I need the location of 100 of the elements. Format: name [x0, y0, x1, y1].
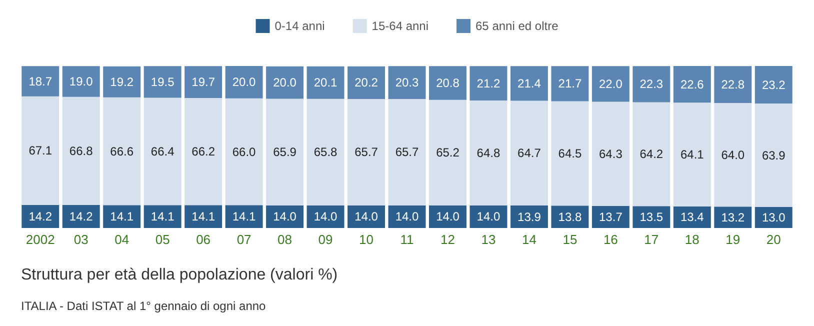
x-tick-label: 17 — [644, 232, 659, 247]
bar — [714, 103, 752, 207]
bar — [632, 66, 670, 102]
data-label: 22.0 — [599, 76, 623, 91]
data-label: 14.1 — [232, 210, 256, 224]
legend-label: 0-14 anni — [274, 19, 325, 33]
bar — [429, 205, 466, 228]
data-label: 13.7 — [599, 210, 623, 224]
data-label: 64.1 — [680, 147, 704, 162]
bar — [348, 99, 385, 206]
bar — [714, 66, 752, 104]
data-label: 64.8 — [476, 146, 500, 160]
data-label: 14.0 — [436, 210, 460, 224]
data-label: 20.0 — [232, 75, 256, 90]
data-label: 14.2 — [28, 210, 52, 224]
x-tick-label: 2002 — [26, 232, 55, 247]
data-label: 19.5 — [150, 74, 175, 89]
bar — [348, 205, 385, 228]
data-label: 13.9 — [518, 210, 542, 224]
data-label: 65.7 — [354, 145, 378, 160]
data-label: 63.9 — [762, 148, 786, 162]
data-label: 18.7 — [28, 74, 52, 88]
bar — [306, 98, 344, 206]
x-tick-label: 13 — [481, 232, 496, 247]
x-tick-label: 03 — [74, 232, 88, 247]
x-tick-label: 12 — [440, 232, 455, 247]
bar — [429, 100, 466, 206]
data-label: 66.2 — [192, 144, 216, 159]
bar — [388, 99, 426, 206]
bar — [144, 66, 182, 98]
bar — [673, 66, 711, 103]
bar — [22, 205, 60, 228]
bar — [184, 66, 222, 98]
bar — [754, 66, 792, 104]
data-label: 13.5 — [640, 210, 664, 224]
x-tick-label: 15 — [562, 232, 578, 247]
data-label: 13.0 — [762, 210, 786, 224]
data-label: 20.8 — [436, 76, 460, 90]
data-label: 65.2 — [436, 146, 460, 160]
x-tick-label: 05 — [155, 232, 170, 247]
legend-label: 15-64 anni — [372, 19, 429, 33]
bar — [551, 206, 589, 228]
x-tick-label: 07 — [236, 232, 252, 247]
data-label: 22.8 — [721, 78, 745, 92]
x-tick-label: 10 — [359, 232, 374, 247]
data-label: 65.7 — [395, 145, 419, 160]
data-label: 66.6 — [110, 144, 134, 158]
bar — [306, 205, 344, 228]
bar — [62, 66, 100, 97]
bar — [510, 206, 548, 228]
x-tick-label: 14 — [522, 232, 536, 247]
data-label: 64.0 — [721, 148, 745, 162]
bar — [225, 98, 263, 206]
data-label: 20.1 — [314, 76, 338, 90]
data-label: 64.3 — [599, 146, 623, 161]
x-tick-label: 04 — [114, 232, 130, 247]
data-label: 13.8 — [558, 210, 582, 224]
bar — [470, 205, 508, 228]
x-tick-label: 11 — [400, 232, 414, 247]
bar — [266, 205, 304, 228]
bar — [592, 206, 630, 228]
bar — [429, 66, 466, 100]
data-label: 21.2 — [476, 76, 500, 90]
bar — [184, 98, 222, 206]
data-label: 22.3 — [640, 77, 664, 92]
data-label: 19.2 — [110, 74, 134, 89]
data-label: 66.4 — [150, 144, 175, 158]
bar — [22, 66, 60, 96]
data-label: 66.0 — [232, 144, 256, 159]
bar — [266, 98, 304, 206]
bar — [306, 66, 344, 99]
bar — [470, 66, 508, 100]
data-label: 13.4 — [680, 210, 704, 224]
bar — [388, 66, 426, 100]
data-label: 14.1 — [150, 210, 175, 224]
data-label: 14.1 — [192, 210, 216, 224]
bar — [632, 102, 670, 206]
bar — [551, 66, 589, 102]
data-label: 14.0 — [314, 210, 338, 224]
bar — [592, 102, 630, 206]
x-tick-label: 08 — [278, 232, 292, 247]
data-label: 23.2 — [762, 78, 786, 92]
bar — [714, 206, 752, 228]
bar — [510, 100, 548, 206]
data-label: 13.2 — [721, 210, 745, 224]
data-label: 22.6 — [680, 77, 704, 92]
data-label: 64.7 — [518, 146, 542, 160]
bar — [144, 205, 182, 228]
data-label: 64.2 — [640, 147, 664, 162]
bar — [62, 96, 100, 206]
x-tick-label: 18 — [684, 232, 700, 247]
x-tick-label: 16 — [603, 232, 618, 247]
data-label: 65.9 — [273, 145, 297, 160]
bar — [592, 66, 630, 102]
x-tick-label: 09 — [318, 232, 333, 247]
data-label: 21.4 — [518, 76, 542, 90]
data-label: 65.8 — [314, 145, 338, 160]
bar — [510, 66, 548, 101]
bar — [470, 100, 508, 206]
data-label: 19.7 — [192, 75, 216, 90]
